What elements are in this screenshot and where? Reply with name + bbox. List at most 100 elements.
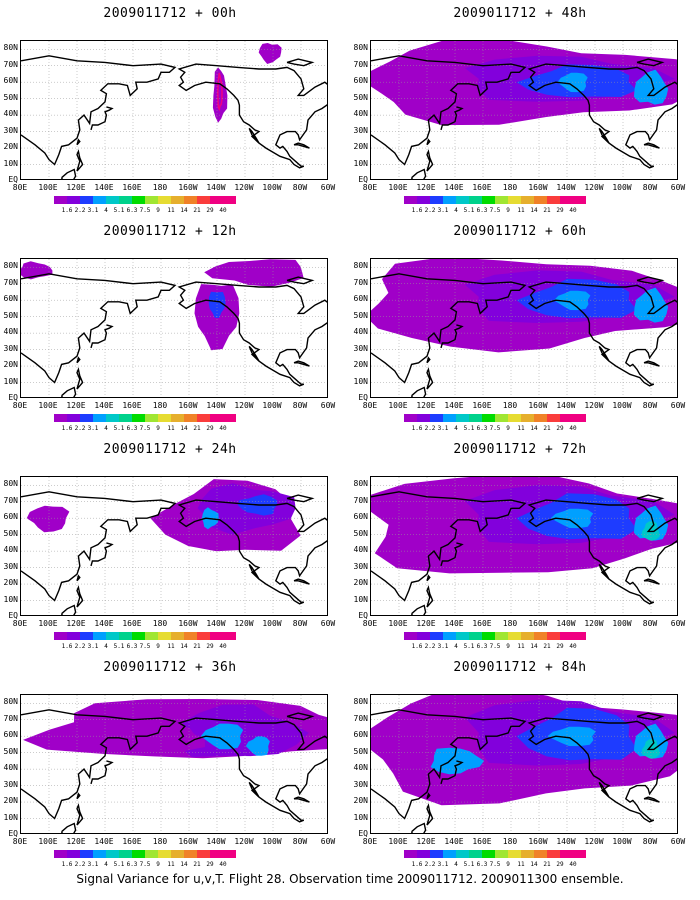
colorbar-swatch [171,850,184,858]
lat-tick-label: 80N [353,479,368,489]
colorbar-swatch [430,196,443,204]
lat-tick-label: 40N [3,327,18,337]
lon-tick-label: 60W [320,183,336,192]
map-area [20,258,328,398]
coastline [76,367,84,390]
colorbar-swatch [547,850,560,858]
map-area [370,40,678,180]
lat-tick-label: 50N [3,310,18,320]
coastline [410,168,427,179]
colorbar-swatch [521,850,534,858]
colorbar-swatch [171,196,184,204]
colorbar-swatch [547,196,560,204]
lon-tick-label: 140E [444,401,464,410]
lat-tick-label: 50N [353,92,368,102]
colorbar-label: 6.3 [126,643,138,650]
coastline [636,494,665,503]
colorbar [54,632,236,640]
colorbar-label: 2.2 [74,861,86,868]
colorbar-label: 9 [156,643,160,650]
lat-tick-label: 50N [353,746,368,756]
colorbar-swatch [119,196,132,204]
map-panel: 2009011712 + 72h 80N 70N 60N 50N 40N 30N 20N 10N… [350,436,690,650]
colorbar-swatch [93,414,106,422]
lon-tick-label: 80W [292,401,308,410]
coastline [21,273,177,384]
lat-tick-label: 10N [3,158,18,168]
colorbar [54,414,236,422]
lon-tick-label: 140W [556,401,576,410]
colorbar-label: 29 [206,861,214,868]
colorbar-label: 1.6 [61,425,73,432]
colorbar-swatch [197,414,210,422]
lat-tick-label: 50N [353,310,368,320]
lat-tick-label: 70N [353,713,368,723]
colorbar-label: 4 [104,207,108,214]
lon-tick-label: 80W [642,401,658,410]
coastline [643,578,660,585]
lat-tick-label: 60N [3,730,18,740]
coastline [426,138,431,146]
lat-tick-label: 80N [353,43,368,53]
lat-tick-label: 30N [3,125,18,135]
coastline [177,63,327,169]
colorbar-swatch [573,414,586,422]
lon-tick-label: 180 [152,401,168,410]
map-area [20,40,328,180]
colorbar-swatch [482,414,495,422]
colorbar-swatch [430,632,443,640]
map-panel: 2009011712 + 00h 80N 70N 60N 50N 40N 30N 20N 10N… [0,0,340,214]
lon-tick-label: 160W [178,837,198,846]
lon-tick-label: 140W [556,619,576,628]
variance-region [200,723,244,750]
lon-tick-label: 100W [612,619,632,628]
lon-tick-label: 60W [670,619,686,628]
coastline [286,712,315,721]
lat-tick-label: 70N [353,59,368,69]
colorbar-swatch [521,196,534,204]
lon-tick-label: 120W [234,183,254,192]
lat-tick-label: EQ [8,611,18,620]
colorbar-label: 4 [454,425,458,432]
colorbar-swatch [171,414,184,422]
lat-tick-label: 70N [353,277,368,287]
colorbar [54,850,236,858]
panel-title: 2009011712 + 72h [453,442,587,457]
lon-tick-label: 120E [416,837,436,846]
lat-tick-label: 10N [353,594,368,604]
colorbar-swatch [93,850,106,858]
lon-tick-label: 80E [362,837,378,846]
colorbar-swatch [158,414,171,422]
variance-region [212,67,228,123]
colorbar-label: 11 [167,207,175,214]
colorbar-swatch [560,632,573,640]
variance-region [398,522,460,549]
colorbar-swatch [80,850,93,858]
lon-tick-label: 80E [12,183,28,192]
lon-tick-label: 120W [234,837,254,846]
lat-tick-label: 50N [3,92,18,102]
variance-region [177,704,309,758]
coastline [426,585,434,608]
lon-tick-label: 100E [388,183,408,192]
panel-title: 2009011712 + 24h [103,442,237,457]
coastline [371,55,527,166]
lat-tick-label: EQ [358,393,368,402]
colorbar-label: 29 [206,207,214,214]
colorbar-label: 14 [180,207,188,214]
colorbar-label: 6.3 [126,861,138,868]
colorbar-swatch [119,850,132,858]
lon-tick-label: 180 [502,837,518,846]
lon-tick-label: 100W [612,183,632,192]
colorbar-label: 3.1 [87,425,99,432]
colorbar-label: 40 [219,207,227,214]
coastline [60,168,77,179]
lat-tick-label: EQ [8,175,18,184]
colorbar-swatch [430,850,443,858]
colorbar-swatch [132,414,145,422]
lat-tick-label: EQ [8,393,18,402]
colorbar-swatch [417,850,430,858]
map-svg [371,695,677,833]
colorbar-label: 5.1 [463,861,475,868]
lon-tick-label: 140W [206,837,226,846]
